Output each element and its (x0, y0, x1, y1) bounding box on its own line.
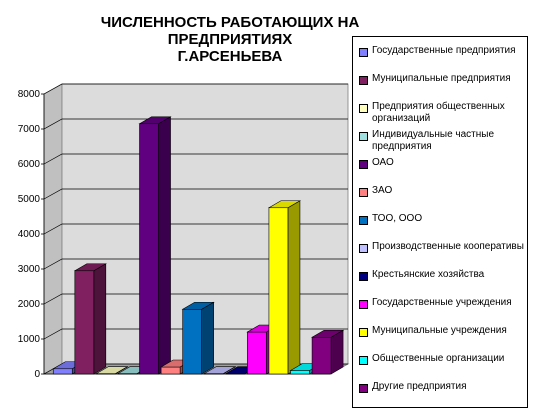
y-tick-label: 8000 (18, 89, 41, 100)
legend-label: Муниципальные предприятия (372, 73, 511, 84)
y-tick-label: 1000 (18, 334, 41, 345)
legend-item: ЗАО (359, 185, 525, 197)
legend-item: Муниципальные учреждения (359, 325, 525, 337)
y-tick-label: 6000 (18, 159, 41, 170)
legend-label: ОАО (372, 157, 394, 168)
gridline (43, 118, 348, 130)
legend-label: ЗАО (372, 185, 393, 196)
legend-item: Государственные учреждения (359, 297, 525, 309)
legend-label: Государственные учреждения (372, 297, 512, 308)
legend-label: Другие предприятия (372, 381, 467, 392)
legend-label: Предприятия общественных организаций (372, 101, 505, 124)
legend-swatch (359, 356, 368, 365)
chart-title: ЧИСЛЕННОСТЬ РАБОТАЮЩИХ НА ПРЕДПРИЯТИЯХ Г… (40, 14, 420, 65)
legend-swatch (359, 328, 368, 337)
gridline (43, 293, 348, 305)
y-tick-label: 2000 (18, 299, 41, 310)
y-tick-label: 4000 (18, 229, 41, 240)
legend-label: Крестьянские хозяйства (372, 269, 485, 280)
legend-label: Индивидуальные частные предприятия (372, 129, 495, 152)
legend-label: Общественные организации (372, 353, 505, 364)
legend-swatch (359, 160, 368, 169)
bar (267, 200, 302, 375)
bar (138, 116, 172, 375)
chart-legend: Государственные предприятия Муниципальные… (352, 36, 528, 408)
legend-swatch (359, 188, 368, 197)
legend-item: Муниципальные предприятия (359, 73, 525, 85)
gridline (43, 83, 348, 95)
legend-item: Государственные предприятия (359, 45, 525, 57)
chart-title-line2: Г.АРСЕНЬЕВА (177, 48, 283, 65)
legend-item: ТОО, ООО (359, 213, 525, 225)
legend-swatch (359, 384, 368, 393)
legend-label: ТОО, ООО (372, 213, 423, 224)
legend-swatch (359, 300, 368, 309)
legend-swatch (359, 104, 368, 113)
legend-label: Муниципальные учреждения (372, 325, 507, 336)
bar (203, 366, 237, 375)
legend-swatch (359, 216, 368, 225)
gridline (43, 223, 348, 235)
bar (73, 263, 107, 375)
bar (310, 329, 345, 375)
y-tick-label: 3000 (18, 264, 41, 275)
gridline (43, 258, 348, 270)
bar (181, 301, 215, 375)
legend-swatch (359, 244, 368, 253)
legend-swatch (359, 272, 368, 281)
y-tick-label: 7000 (18, 124, 41, 135)
legend-item: Крестьянские хозяйства (359, 269, 525, 281)
chart-title-line1: ЧИСЛЕННОСТЬ РАБОТАЮЩИХ НА ПРЕДПРИЯТИЯХ (100, 14, 360, 48)
legend-swatch (359, 76, 368, 85)
legend-swatch (359, 132, 368, 141)
legend-item: Общественные организации (359, 353, 525, 365)
legend-item: Другие предприятия (359, 381, 525, 393)
legend-label: Производственные кооперативы (372, 241, 524, 252)
legend-item: Индивидуальные частные предприятия (359, 129, 525, 153)
legend-swatch (359, 48, 368, 57)
gridline (43, 188, 348, 200)
legend-label: Государственные предприятия (372, 45, 516, 56)
y-tick-label: 5000 (18, 194, 41, 205)
bar (95, 366, 129, 375)
legend-item: Предприятия общественных организаций (359, 101, 525, 125)
gridline (43, 153, 348, 165)
y-tick-label: 0 (34, 369, 40, 380)
legend-item: Производственные кооперативы (359, 241, 525, 253)
legend-item: ОАО (359, 157, 525, 169)
